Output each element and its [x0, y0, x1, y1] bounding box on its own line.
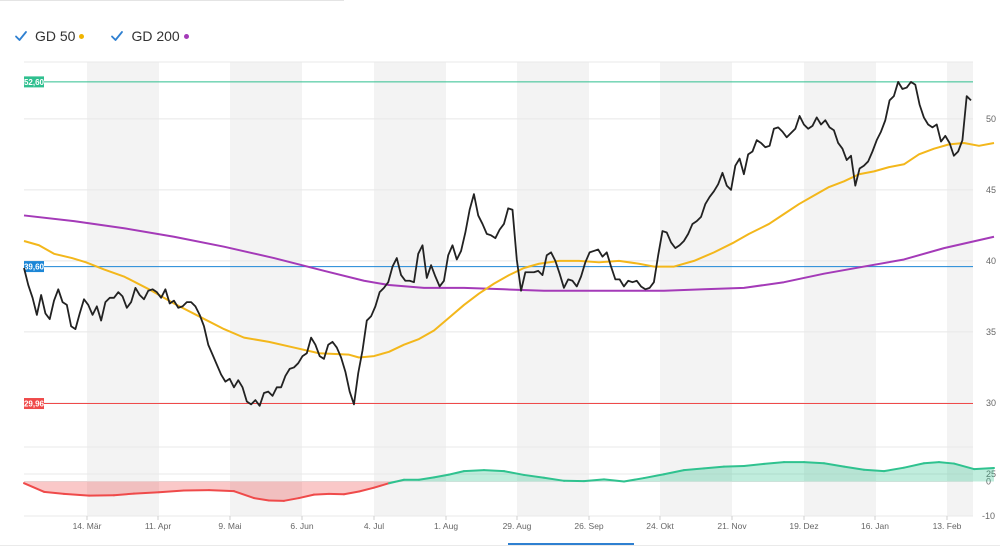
oscillator-line-segment — [418, 476, 435, 481]
background-band — [947, 62, 973, 516]
y-tick-label: 35 — [986, 327, 996, 337]
oscillator-line-segment — [863, 468, 885, 473]
legend-dot-gd200 — [183, 33, 189, 39]
oscillator-line-segment — [448, 470, 465, 476]
x-tick-label: 24. Okt — [646, 521, 674, 531]
oscillator-line-segment — [158, 489, 185, 494]
legend-dot-gd50 — [79, 33, 85, 39]
oscillator-line-segment — [843, 465, 865, 471]
oscillator-line-segment — [253, 497, 270, 502]
level-label-support: 29,96 — [24, 400, 45, 409]
x-tick-label: 26. Sep — [574, 521, 604, 531]
oscillator-line-segment — [358, 486, 375, 493]
legend-item-gd200[interactable]: GD 200 — [110, 28, 189, 44]
y-tick-label: 50 — [986, 114, 996, 124]
oscillator-line-segment — [483, 469, 505, 473]
oscillator-line-segment — [683, 467, 705, 472]
oscillator-line-segment — [113, 492, 135, 497]
x-tick-label: 9. Mai — [218, 521, 241, 531]
oscillator-line-segment — [388, 478, 405, 485]
x-tick-label: 16. Jan — [861, 521, 889, 531]
legend-label-gd200: GD 200 — [131, 28, 180, 44]
oscillator-line-segment — [763, 461, 785, 465]
ma200-line — [23, 214, 995, 292]
level-label-resistance: 52,60 — [24, 78, 45, 87]
oscillator-area-positive — [24, 462, 994, 482]
oscillator-line-segment — [283, 497, 300, 502]
oscillator-line-segment — [43, 490, 65, 495]
oscillator-line-segment — [973, 467, 995, 471]
oscillator-line-segment — [133, 491, 160, 495]
oscillator-line-segment — [313, 492, 330, 496]
oscillator-line-segment — [463, 469, 485, 473]
level-label-box-resistance — [24, 76, 44, 88]
oscillator-line-segment — [373, 482, 390, 489]
y-tick-label: -10 — [982, 511, 995, 521]
x-tick-label: 4. Jul — [364, 521, 384, 531]
oscillator-line-segment — [433, 473, 450, 479]
x-tick-label: 14. Mär — [73, 521, 102, 531]
oscillator-line-segment — [643, 473, 665, 480]
price-line — [23, 80, 972, 407]
x-tick-label: 29. Aug — [503, 521, 532, 531]
y-tick-label: 30 — [986, 398, 996, 408]
oscillator-line-segment — [523, 473, 545, 479]
check-icon[interactable] — [14, 29, 28, 43]
level-label-box-current — [24, 261, 44, 273]
level-label-box-support — [24, 398, 44, 410]
y-tick-label: 40 — [986, 256, 996, 266]
oscillator-line-segment — [953, 462, 975, 471]
oscillator-line-segment — [208, 489, 235, 493]
legend-label-gd50: GD 50 — [35, 28, 76, 44]
oscillator-line-segment — [603, 478, 625, 483]
oscillator-line-segment — [663, 469, 685, 476]
legend-item-gd50[interactable]: GD 50 — [14, 28, 85, 44]
background-band — [230, 62, 302, 516]
x-tick-label: 6. Jun — [290, 521, 313, 531]
check-icon[interactable] — [110, 29, 124, 43]
oscillator-line-segment — [233, 490, 255, 500]
level-label-current: 39,60 — [24, 263, 45, 272]
x-tick-label: 1. Aug — [434, 521, 458, 531]
background-band — [804, 62, 876, 516]
oscillator-line-segment — [703, 465, 725, 470]
y-tick-label: 25 — [986, 469, 996, 479]
oscillator-line-segment — [503, 470, 525, 476]
oscillator-line-segment — [823, 462, 845, 468]
oscillator-line-segment — [923, 461, 940, 465]
x-tick-label: 11. Apr — [145, 521, 171, 531]
x-tick-label: 13. Feb — [933, 521, 962, 531]
oscillator-line-segment — [938, 461, 955, 465]
legend: GD 50 GD 200 — [14, 28, 189, 44]
oscillator-line-segment — [743, 462, 765, 467]
oscillator-line-segment — [543, 476, 565, 482]
oscillator-line-segment — [723, 464, 745, 468]
ma50-line — [23, 141, 995, 359]
oscillator-line-segment — [883, 466, 905, 473]
oscillator-line-segment — [63, 492, 90, 497]
active-tab-indicator — [508, 543, 634, 546]
x-tick-label: 21. Nov — [717, 521, 747, 531]
oscillator-line-segment — [23, 482, 45, 493]
top-divider — [0, 0, 344, 1]
oscillator-line-segment — [903, 462, 925, 469]
oscillator-line-segment — [298, 493, 315, 500]
y-tick-label: 0 — [986, 477, 991, 487]
oscillator-line-segment — [623, 477, 645, 483]
background-band — [374, 62, 446, 516]
oscillator-line-segment — [343, 490, 360, 496]
oscillator-line-segment — [583, 478, 605, 483]
x-tick-label: 19. Dez — [789, 521, 818, 531]
oscillator-area-negative — [24, 481, 994, 501]
oscillator-line-segment — [803, 461, 825, 465]
y-tick-label: 45 — [986, 185, 996, 195]
background-band — [517, 62, 589, 516]
